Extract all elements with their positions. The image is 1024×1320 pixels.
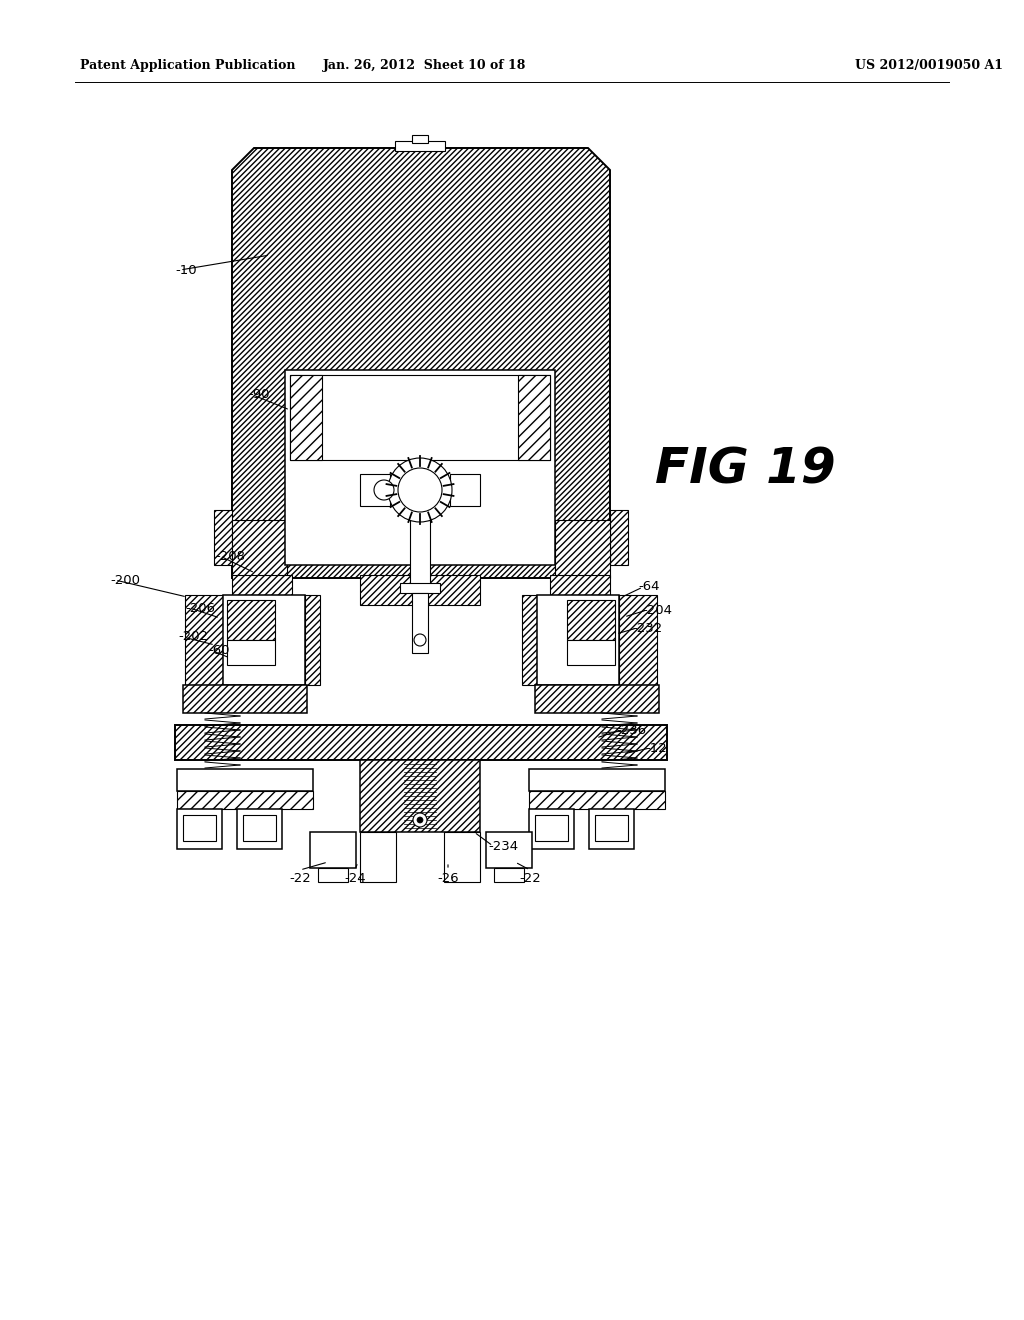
Bar bbox=[177, 809, 222, 849]
Bar bbox=[290, 375, 322, 459]
Bar bbox=[223, 595, 305, 685]
Text: US 2012/0019050 A1: US 2012/0019050 A1 bbox=[855, 58, 1002, 71]
Bar bbox=[360, 576, 480, 605]
Circle shape bbox=[388, 458, 452, 521]
Bar bbox=[595, 814, 628, 841]
Bar bbox=[227, 640, 275, 665]
Bar bbox=[232, 576, 292, 601]
Bar bbox=[183, 814, 216, 841]
Text: -200: -200 bbox=[110, 573, 140, 586]
Bar bbox=[290, 375, 550, 459]
Bar bbox=[518, 375, 550, 459]
Circle shape bbox=[374, 480, 394, 500]
Bar bbox=[535, 814, 568, 841]
Circle shape bbox=[398, 469, 442, 512]
Bar bbox=[550, 576, 610, 601]
Bar bbox=[232, 595, 270, 685]
Circle shape bbox=[417, 817, 423, 822]
Text: Jan. 26, 2012  Sheet 10 of 18: Jan. 26, 2012 Sheet 10 of 18 bbox=[324, 58, 526, 71]
Text: FIG 19: FIG 19 bbox=[654, 446, 836, 494]
Text: -64: -64 bbox=[638, 581, 659, 594]
Bar bbox=[400, 583, 440, 593]
Bar bbox=[285, 370, 555, 565]
Text: -206: -206 bbox=[185, 602, 215, 615]
Bar bbox=[567, 640, 615, 665]
Bar bbox=[618, 595, 657, 685]
Bar bbox=[177, 791, 313, 809]
Bar bbox=[555, 520, 610, 578]
Bar bbox=[232, 520, 287, 578]
Text: -12: -12 bbox=[645, 742, 667, 755]
Text: -24: -24 bbox=[344, 871, 366, 884]
Bar bbox=[486, 832, 532, 869]
Text: -234: -234 bbox=[488, 840, 518, 853]
Text: -60: -60 bbox=[208, 644, 229, 657]
Bar bbox=[214, 510, 232, 565]
Bar bbox=[227, 601, 275, 640]
Text: -26: -26 bbox=[437, 871, 459, 884]
Bar bbox=[410, 520, 430, 585]
Text: -90: -90 bbox=[248, 388, 269, 401]
Text: -10: -10 bbox=[175, 264, 197, 276]
Bar bbox=[572, 595, 610, 685]
Circle shape bbox=[414, 634, 426, 645]
Bar bbox=[450, 474, 480, 506]
Bar bbox=[444, 832, 480, 882]
Polygon shape bbox=[232, 148, 610, 578]
Bar bbox=[360, 832, 396, 882]
Bar bbox=[185, 595, 223, 685]
Bar bbox=[537, 595, 618, 685]
Text: -236: -236 bbox=[616, 723, 646, 737]
Bar bbox=[183, 685, 307, 713]
Bar bbox=[175, 725, 667, 760]
Bar bbox=[243, 814, 276, 841]
Bar bbox=[589, 809, 634, 849]
Bar bbox=[529, 791, 665, 809]
Text: Patent Application Publication: Patent Application Publication bbox=[80, 58, 296, 71]
Bar bbox=[177, 770, 313, 791]
Bar bbox=[535, 685, 659, 713]
Bar bbox=[610, 510, 628, 565]
Text: -202: -202 bbox=[178, 631, 208, 644]
Bar bbox=[305, 595, 319, 685]
Text: -204: -204 bbox=[642, 603, 672, 616]
Bar bbox=[494, 869, 524, 882]
Bar bbox=[412, 593, 428, 653]
Bar bbox=[522, 595, 537, 685]
Text: -208: -208 bbox=[215, 549, 245, 562]
Bar bbox=[237, 809, 282, 849]
Bar bbox=[318, 869, 348, 882]
Circle shape bbox=[413, 813, 427, 828]
Bar bbox=[529, 809, 574, 849]
Bar bbox=[395, 141, 445, 150]
Bar bbox=[412, 135, 428, 143]
Bar bbox=[310, 832, 356, 869]
Text: -22: -22 bbox=[289, 871, 311, 884]
Bar bbox=[567, 601, 615, 640]
Bar bbox=[360, 474, 390, 506]
Text: -22: -22 bbox=[519, 871, 541, 884]
Text: -232: -232 bbox=[632, 622, 663, 635]
Bar bbox=[529, 770, 665, 791]
Bar bbox=[360, 760, 480, 832]
